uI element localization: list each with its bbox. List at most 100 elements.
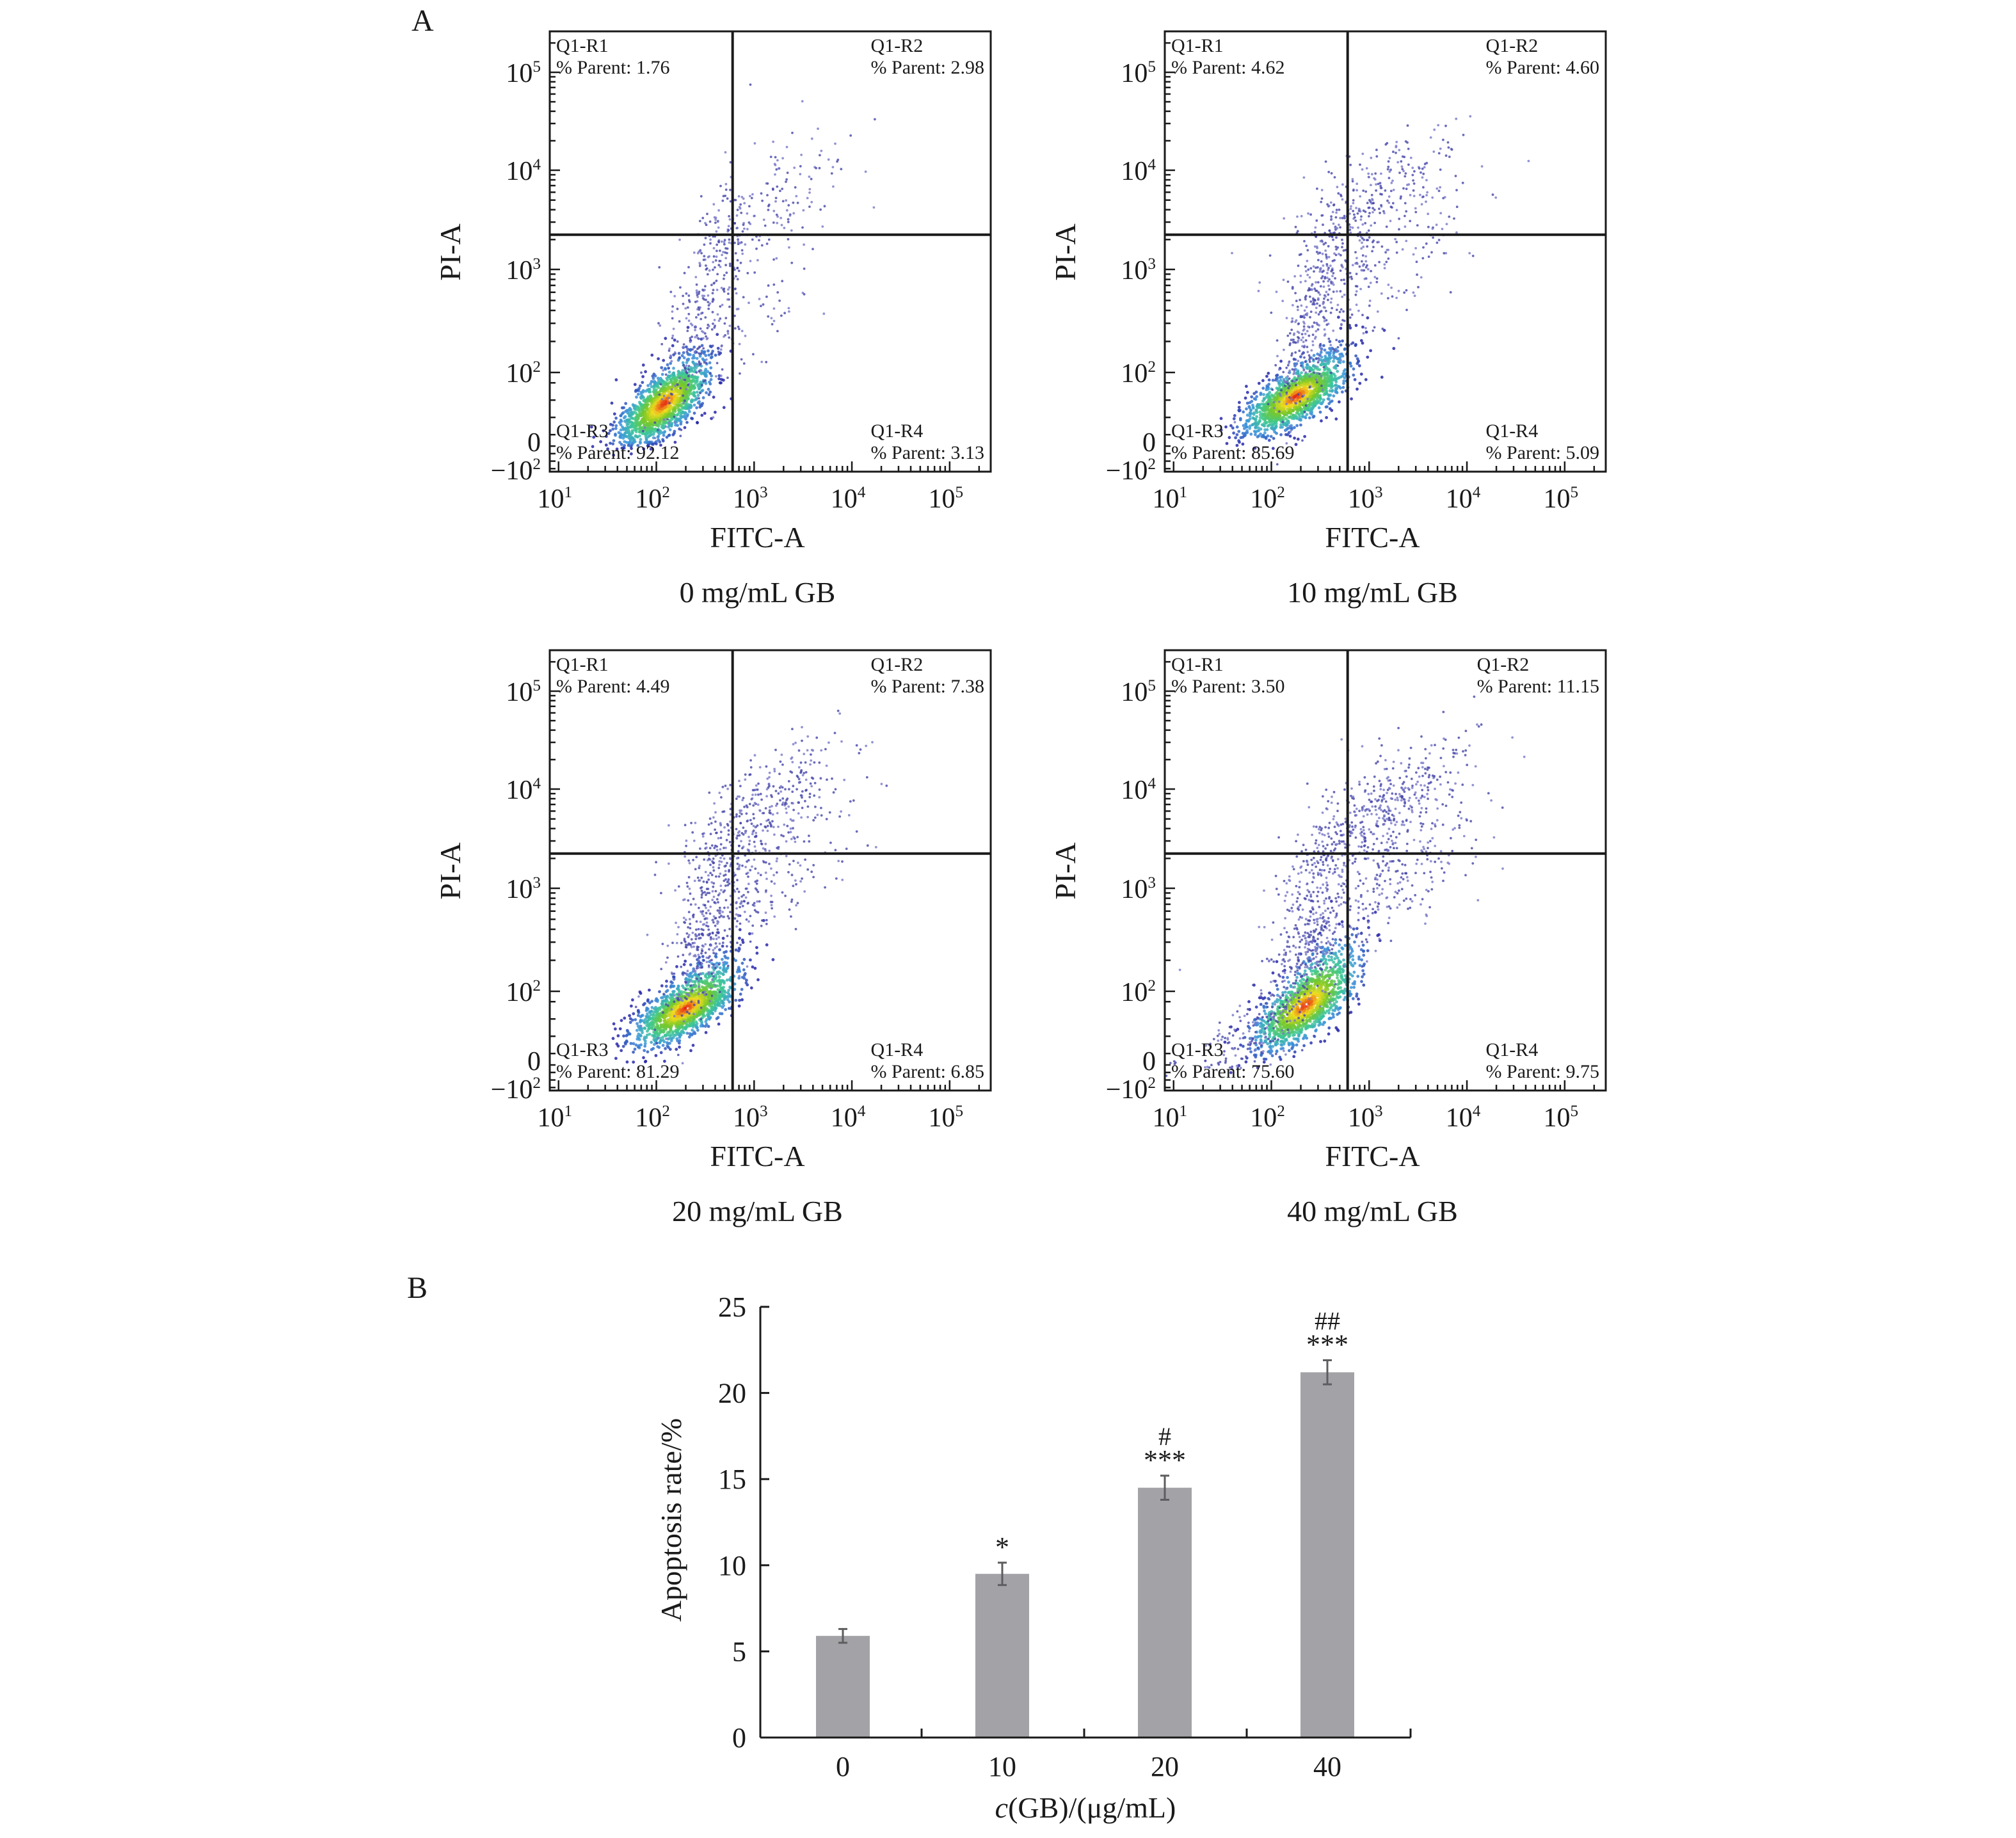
event-dot — [607, 431, 611, 435]
event-dot — [1285, 366, 1288, 369]
event-dot — [1332, 351, 1336, 355]
event-dot — [1270, 395, 1274, 398]
event-dot — [685, 350, 689, 353]
event-dot — [1384, 143, 1388, 146]
event-dot — [1225, 442, 1229, 445]
event-dot — [1266, 406, 1270, 409]
event-dot — [808, 188, 812, 191]
event-dot — [1325, 380, 1329, 383]
event-dot — [1358, 265, 1361, 268]
event-dot — [709, 242, 712, 245]
event-dot — [663, 422, 667, 425]
event-dot — [1403, 291, 1406, 294]
event-dot — [1285, 317, 1288, 319]
event-dot — [1315, 374, 1319, 378]
event-dot — [702, 358, 705, 362]
event-dot — [1380, 376, 1384, 379]
event-dot — [1366, 264, 1368, 267]
event-dot — [727, 228, 730, 232]
event-dot — [1354, 354, 1358, 358]
event-dot — [698, 364, 701, 366]
event-dot — [1372, 202, 1375, 205]
event-dot — [633, 1048, 637, 1051]
event-dot — [628, 413, 632, 417]
event-dot — [1279, 423, 1283, 427]
event-dot — [1247, 419, 1251, 423]
event-dot — [1392, 188, 1395, 191]
event-dot — [1352, 202, 1355, 205]
event-dot — [818, 166, 821, 170]
event-dot — [1251, 403, 1254, 407]
event-dot — [1305, 380, 1308, 383]
event-dot — [791, 131, 794, 134]
event-dot — [1339, 386, 1342, 390]
event-dot — [1354, 251, 1357, 253]
event-dot — [1333, 252, 1336, 255]
event-dot — [661, 379, 664, 383]
event-dot — [1401, 248, 1404, 251]
event-dot — [1387, 257, 1390, 260]
event-dot — [685, 292, 688, 295]
event-dot — [1245, 425, 1249, 429]
event-dot — [1388, 202, 1391, 204]
event-dot — [684, 396, 687, 399]
event-dot — [1245, 390, 1249, 394]
event-dot — [710, 355, 714, 359]
event-dot — [1422, 246, 1425, 249]
event-dot — [1421, 257, 1425, 260]
event-dot — [708, 372, 712, 375]
event-dot — [1282, 278, 1285, 282]
event-dot — [1494, 196, 1498, 199]
event-dot — [617, 431, 621, 435]
event-dot — [666, 413, 669, 417]
event-dot — [1364, 326, 1367, 330]
event-dot — [1255, 395, 1258, 399]
event-dot — [1354, 344, 1357, 348]
event-dot — [1254, 408, 1258, 412]
event-dot — [1352, 209, 1355, 212]
event-dot — [1271, 378, 1275, 382]
event-dot — [1309, 310, 1313, 313]
event-dot — [684, 403, 688, 407]
event-dot — [1342, 380, 1346, 383]
event-dot — [590, 425, 593, 429]
event-dot — [677, 351, 681, 355]
event-dot — [701, 312, 704, 314]
event-dot — [614, 417, 618, 420]
event-dot — [1316, 266, 1319, 269]
event-dot — [1301, 395, 1304, 398]
event-dot — [609, 442, 612, 445]
event-dot — [1447, 146, 1450, 149]
event-dot — [662, 418, 666, 421]
event-dot — [724, 264, 727, 267]
event-dot — [652, 415, 655, 419]
event-dot — [708, 361, 712, 365]
event-dot — [726, 332, 730, 335]
event-dot — [1396, 161, 1400, 164]
event-dot — [1322, 223, 1324, 227]
event-dot — [1252, 392, 1256, 396]
event-dot — [1335, 248, 1338, 251]
event-dot — [1290, 404, 1293, 407]
event-dot — [1412, 189, 1415, 192]
event-dot — [724, 257, 728, 260]
event-dot — [780, 314, 783, 317]
event-dot — [1455, 117, 1458, 120]
event-dot — [1443, 196, 1446, 198]
event-dot — [624, 435, 628, 438]
event-dot — [1310, 373, 1314, 377]
event-dot — [1316, 328, 1320, 331]
event-dot — [781, 200, 785, 203]
event-dot — [1321, 275, 1324, 278]
event-dot — [737, 269, 740, 273]
event-dot — [733, 221, 737, 225]
event-dot — [739, 241, 742, 244]
event-dot — [751, 238, 754, 241]
event-dot — [656, 435, 660, 439]
event-dot — [708, 382, 712, 386]
event-dot — [1387, 160, 1390, 163]
event-dot — [1302, 325, 1306, 328]
event-dot — [633, 440, 637, 444]
event-dot — [681, 369, 684, 372]
